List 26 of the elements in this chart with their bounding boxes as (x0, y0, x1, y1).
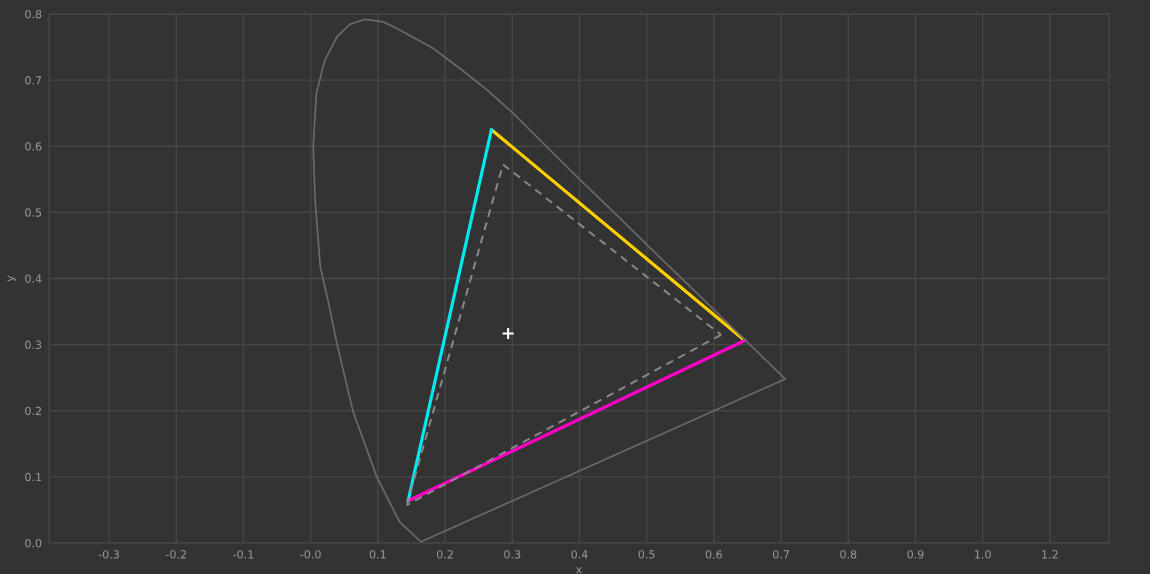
x-tick-label: 0.8 (840, 550, 857, 559)
y-tick-label: 0.7 (25, 76, 42, 85)
y-tick-label: 0.4 (25, 274, 42, 283)
x-tick-label: -0.1 (233, 550, 254, 559)
x-tick-label: 0.1 (369, 550, 386, 559)
y-tick-label: 0.5 (25, 208, 42, 217)
y-tick-label: 0.2 (25, 406, 41, 416)
x-tick-label: -0.0 (300, 550, 321, 559)
x-tick-label: 0.2 (436, 550, 453, 559)
x-tick-label: 0.6 (705, 550, 722, 559)
x-tick-label: 0.3 (504, 550, 521, 559)
y-axis-title: y (7, 275, 17, 282)
y-tick-label: 0.0 (25, 538, 42, 548)
x-tick-label: 0.5 (638, 550, 655, 559)
x-axis-title: x (576, 567, 582, 574)
x-tick-label: 0.7 (772, 550, 789, 559)
y-tick-label: 0.3 (25, 340, 42, 349)
y-tick-label: 0.6 (25, 142, 42, 151)
x-tick-label: 0.4 (571, 550, 588, 559)
x-tick-label: 1.2 (1042, 550, 1058, 559)
x-tick-label: 0.9 (907, 550, 924, 559)
x-tick-label: 1.0 (975, 550, 991, 559)
y-tick-label: 0.8 (25, 9, 42, 19)
x-tick-label: -0.2 (165, 550, 186, 559)
y-tick-label: 0.1 (25, 472, 42, 482)
x-tick-label: -0.3 (98, 550, 119, 559)
